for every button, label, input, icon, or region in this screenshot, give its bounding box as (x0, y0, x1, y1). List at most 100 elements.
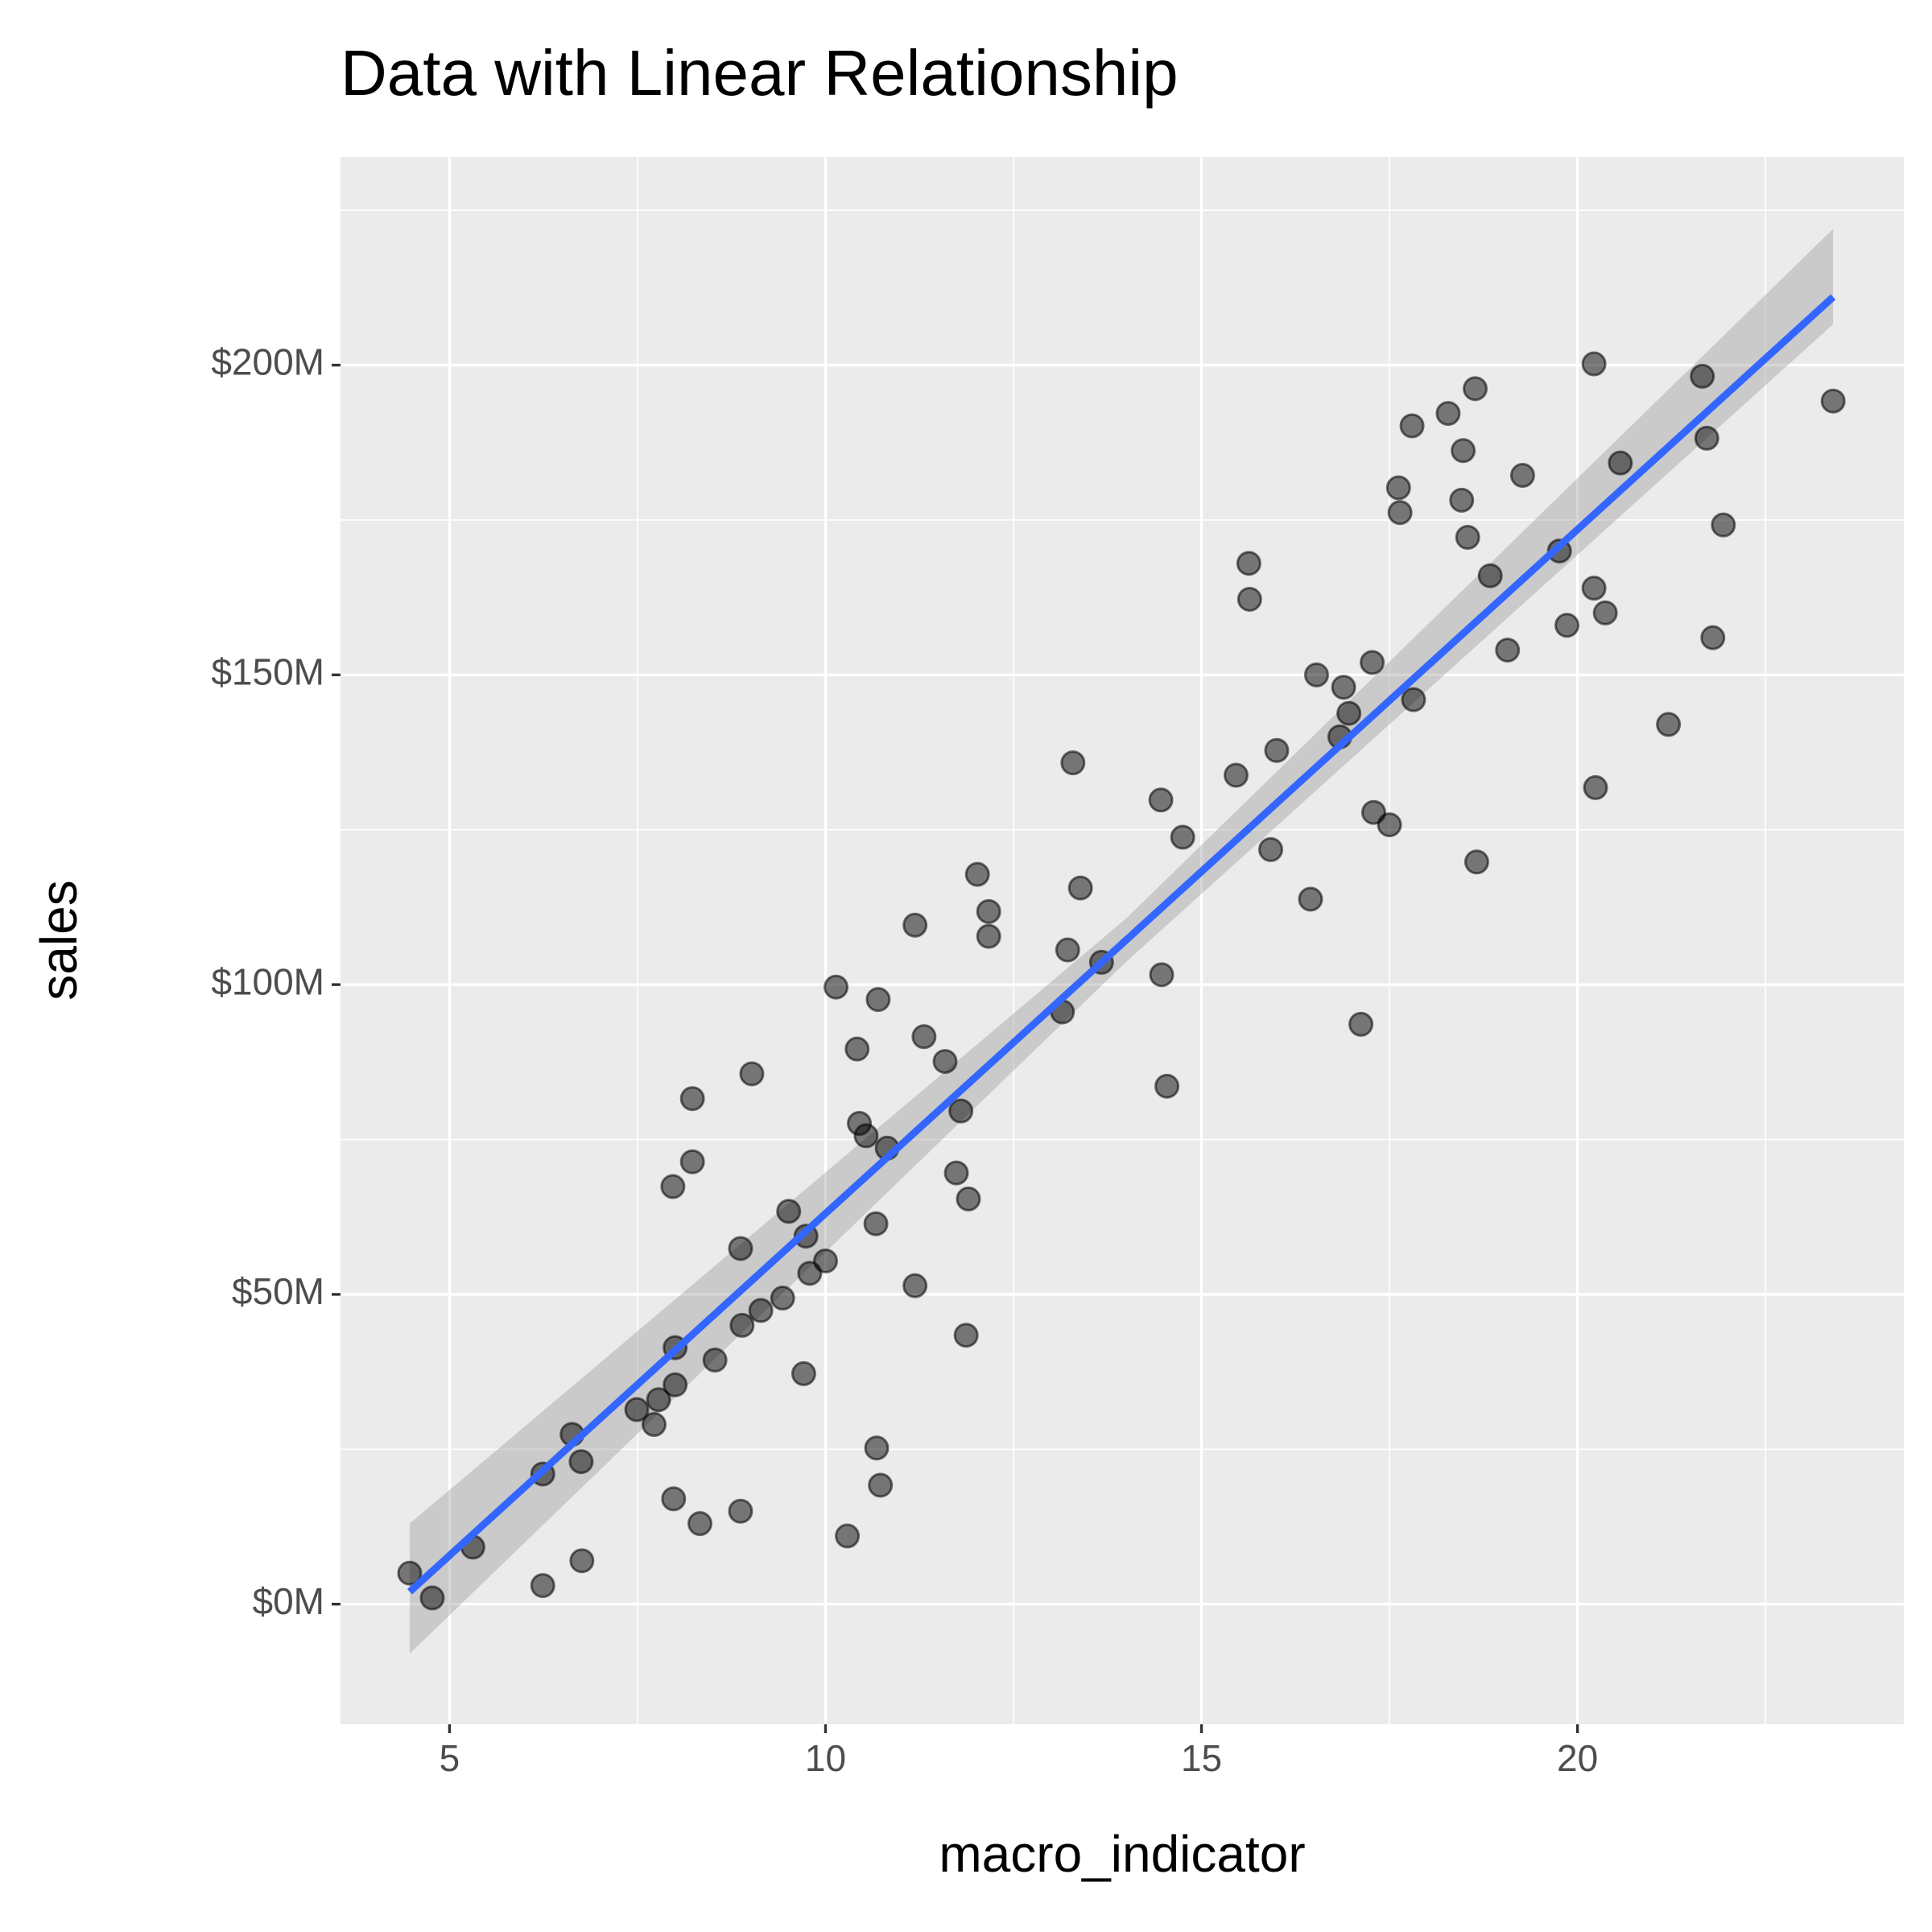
point (729, 1312, 755, 1338)
point (1694, 425, 1719, 451)
point (824, 974, 849, 1000)
point (1148, 787, 1174, 813)
x-tick-label: 5 (440, 1737, 460, 1779)
y-tick-label: $0M (253, 1580, 324, 1622)
grid (341, 157, 1904, 1724)
point (1592, 600, 1618, 625)
point (964, 861, 990, 887)
point (776, 1199, 802, 1224)
point (1435, 401, 1461, 427)
point (646, 1387, 671, 1413)
point (1060, 750, 1086, 776)
point (1509, 463, 1535, 489)
point (868, 1472, 894, 1498)
point (663, 1372, 688, 1397)
x-tick-label: 20 (1557, 1737, 1598, 1779)
point (1348, 1011, 1374, 1037)
point (624, 1397, 650, 1422)
point (1451, 438, 1476, 464)
point (687, 1511, 713, 1537)
point (1399, 413, 1425, 439)
point (1583, 774, 1608, 800)
point (1711, 512, 1736, 538)
point (953, 1323, 979, 1348)
point (1360, 650, 1385, 675)
point (1377, 812, 1402, 838)
point (530, 1573, 555, 1599)
point (1656, 712, 1682, 737)
point (1581, 351, 1607, 377)
point (1336, 700, 1362, 726)
point (865, 987, 891, 1013)
point (770, 1286, 795, 1311)
point (1154, 1073, 1180, 1099)
point (1055, 937, 1080, 963)
point (661, 1486, 687, 1512)
point (1401, 687, 1426, 712)
point (1236, 586, 1262, 612)
point (863, 1211, 889, 1236)
point (844, 1036, 870, 1062)
y-tick-label: $150M (211, 651, 324, 693)
point (679, 1086, 705, 1112)
point (1554, 613, 1580, 638)
point (702, 1347, 728, 1373)
point (1449, 487, 1475, 513)
point (1264, 737, 1290, 763)
chart-title: Data with Linear Relationship (341, 37, 1179, 109)
point (902, 1273, 928, 1298)
x-axis-title: macro_indicator (939, 1825, 1305, 1883)
point (1477, 563, 1503, 588)
point (956, 1186, 981, 1212)
point (660, 1174, 686, 1199)
point (948, 1098, 974, 1124)
point (739, 1061, 765, 1087)
point (791, 1360, 816, 1386)
point (1463, 376, 1488, 402)
point (1700, 625, 1726, 650)
y-tick-label: $100M (211, 960, 324, 1002)
point (1387, 500, 1413, 526)
point (1385, 475, 1411, 501)
point (1224, 762, 1249, 788)
y-tick-label: $50M (232, 1270, 324, 1312)
point (932, 1049, 958, 1075)
point (1331, 675, 1356, 700)
point (911, 1024, 937, 1050)
point (1149, 962, 1174, 988)
point (1257, 836, 1283, 862)
point (1170, 824, 1195, 850)
point (419, 1585, 445, 1611)
point (1608, 450, 1633, 476)
point (748, 1298, 774, 1323)
y-tick-label: $200M (211, 341, 324, 383)
point (569, 1548, 595, 1574)
point (728, 1236, 753, 1261)
point (1581, 576, 1607, 601)
point (1455, 525, 1480, 551)
point (642, 1412, 667, 1438)
point (902, 912, 928, 938)
trend-line (407, 294, 1836, 1595)
point (728, 1498, 753, 1524)
y-axis-title: sales (30, 880, 88, 1000)
point (853, 1123, 879, 1149)
point (1463, 849, 1489, 875)
point (679, 1149, 705, 1174)
point (835, 1523, 861, 1549)
point (976, 898, 1001, 924)
point (1820, 388, 1846, 414)
marks (397, 229, 1846, 1654)
x-tick-label: 15 (1181, 1737, 1222, 1779)
point (864, 1435, 890, 1461)
point (1067, 875, 1093, 901)
point (1303, 662, 1329, 687)
point (568, 1449, 594, 1475)
point (397, 1560, 423, 1586)
point (812, 1248, 838, 1274)
point (976, 923, 1001, 949)
point (943, 1160, 969, 1186)
point (1690, 363, 1715, 389)
